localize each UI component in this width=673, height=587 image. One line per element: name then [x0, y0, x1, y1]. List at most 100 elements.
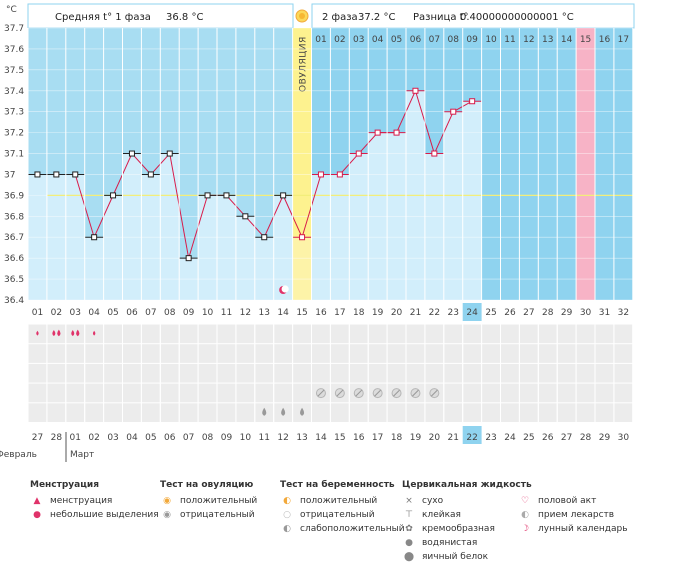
- cycle-day-label[interactable]: 28: [542, 308, 554, 318]
- cycle-day-label[interactable]: 16: [315, 308, 327, 318]
- symptom-cell[interactable]: [501, 383, 519, 403]
- symptom-cell[interactable]: [482, 344, 500, 363]
- symptom-cell[interactable]: [482, 363, 500, 383]
- symptom-cell[interactable]: [66, 383, 85, 403]
- temperature-point[interactable]: [374, 129, 381, 136]
- symptom-cell[interactable]: [236, 344, 255, 363]
- symptom-cell[interactable]: [179, 383, 198, 403]
- symptom-cell[interactable]: [444, 324, 463, 344]
- symptom-cell[interactable]: [312, 324, 330, 344]
- symptom-cell[interactable]: [104, 324, 122, 344]
- date-label[interactable]: 09: [221, 433, 233, 443]
- symptom-cell[interactable]: [425, 324, 444, 344]
- symptom-cell[interactable]: [141, 324, 160, 344]
- symptom-cell[interactable]: [538, 383, 557, 403]
- symptom-cell[interactable]: [349, 363, 368, 383]
- symptom-cell[interactable]: [595, 324, 614, 344]
- symptom-cell[interactable]: [406, 324, 425, 344]
- temperature-point[interactable]: [450, 108, 457, 115]
- symptom-cell[interactable]: [576, 344, 595, 363]
- date-label[interactable]: 28: [580, 433, 592, 443]
- temperature-point[interactable]: [185, 255, 192, 262]
- temperature-point[interactable]: [412, 87, 419, 94]
- symptom-cell[interactable]: [255, 324, 274, 344]
- symptom-cell[interactable]: [236, 403, 255, 422]
- menstruation-icon[interactable]: [36, 330, 39, 336]
- symptom-cell[interactable]: [576, 403, 595, 422]
- symptom-cell[interactable]: [387, 403, 406, 422]
- symptom-cell[interactable]: [463, 403, 482, 422]
- symptom-cell[interactable]: [576, 383, 595, 403]
- symptom-cell[interactable]: [614, 344, 633, 363]
- date-label[interactable]: 19: [410, 433, 422, 443]
- symptom-cell[interactable]: [104, 344, 122, 363]
- symptom-cell[interactable]: [576, 324, 595, 344]
- symptom-cell[interactable]: [312, 363, 330, 383]
- symptom-cell[interactable]: [104, 383, 122, 403]
- date-label[interactable]: 13: [296, 433, 307, 443]
- symptom-cell[interactable]: [28, 363, 47, 383]
- cycle-day-label[interactable]: 31: [599, 308, 610, 318]
- symptom-cell[interactable]: [557, 324, 576, 344]
- date-label[interactable]: 01: [70, 433, 81, 443]
- watery-icon[interactable]: [262, 407, 267, 416]
- date-label[interactable]: 04: [126, 433, 138, 443]
- symptom-cell[interactable]: [141, 403, 160, 422]
- date-label[interactable]: 16: [353, 433, 365, 443]
- symptom-cell[interactable]: [349, 324, 368, 344]
- symptom-cell[interactable]: [217, 403, 236, 422]
- symptom-cell[interactable]: [179, 324, 198, 344]
- symptom-cell[interactable]: [160, 363, 179, 383]
- date-label[interactable]: 17: [372, 433, 383, 443]
- symptom-cell[interactable]: [557, 363, 576, 383]
- date-label[interactable]: 24: [504, 433, 516, 443]
- symptom-cell[interactable]: [614, 383, 633, 403]
- symptom-cell[interactable]: [217, 324, 236, 344]
- symptom-cell[interactable]: [198, 324, 217, 344]
- symptom-cell[interactable]: [330, 344, 349, 363]
- temperature-point[interactable]: [34, 171, 41, 178]
- watery-icon[interactable]: [281, 407, 286, 416]
- cycle-day-label[interactable]: 22: [429, 308, 440, 318]
- cycle-day-label[interactable]: 01: [32, 308, 43, 318]
- symptom-cell[interactable]: [387, 324, 406, 344]
- pill-icon[interactable]: [353, 388, 364, 399]
- symptom-cell[interactable]: [463, 383, 482, 403]
- cycle-day-label[interactable]: 32: [618, 308, 629, 318]
- symptom-cell[interactable]: [330, 403, 349, 422]
- symptom-cell[interactable]: [28, 403, 47, 422]
- date-label[interactable]: 27: [32, 433, 43, 443]
- symptom-cell[interactable]: [330, 324, 349, 344]
- symptom-cell[interactable]: [47, 383, 66, 403]
- symptom-cell[interactable]: [406, 403, 425, 422]
- symptom-cell[interactable]: [198, 403, 217, 422]
- cycle-day-label[interactable]: 14: [277, 308, 289, 318]
- symptom-cell[interactable]: [85, 403, 104, 422]
- temperature-point[interactable]: [91, 234, 98, 241]
- symptom-cell[interactable]: [557, 383, 576, 403]
- symptom-cell[interactable]: [349, 403, 368, 422]
- symptom-cell[interactable]: [519, 344, 538, 363]
- symptom-cell[interactable]: [444, 383, 463, 403]
- cycle-day-label[interactable]: 06: [126, 308, 138, 318]
- symptom-cell[interactable]: [482, 403, 500, 422]
- symptom-cell[interactable]: [501, 344, 519, 363]
- symptom-cell[interactable]: [160, 383, 179, 403]
- symptom-cell[interactable]: [406, 344, 425, 363]
- symptom-cell[interactable]: [179, 403, 198, 422]
- symptom-cell[interactable]: [123, 363, 141, 383]
- symptom-cell[interactable]: [387, 363, 406, 383]
- moon-icon[interactable]: [279, 285, 289, 294]
- symptom-cell[interactable]: [274, 344, 293, 363]
- symptom-cell[interactable]: [66, 324, 85, 344]
- symptom-cell[interactable]: [293, 324, 311, 344]
- symptom-cell[interactable]: [28, 344, 47, 363]
- symptom-cell[interactable]: [595, 344, 614, 363]
- date-label[interactable]: 22: [466, 433, 477, 443]
- symptom-cell[interactable]: [85, 363, 104, 383]
- symptom-cell[interactable]: [330, 363, 349, 383]
- symptom-cell[interactable]: [123, 324, 141, 344]
- symptom-cell[interactable]: [444, 344, 463, 363]
- symptom-cell[interactable]: [141, 344, 160, 363]
- cycle-day-label[interactable]: 03: [70, 308, 81, 318]
